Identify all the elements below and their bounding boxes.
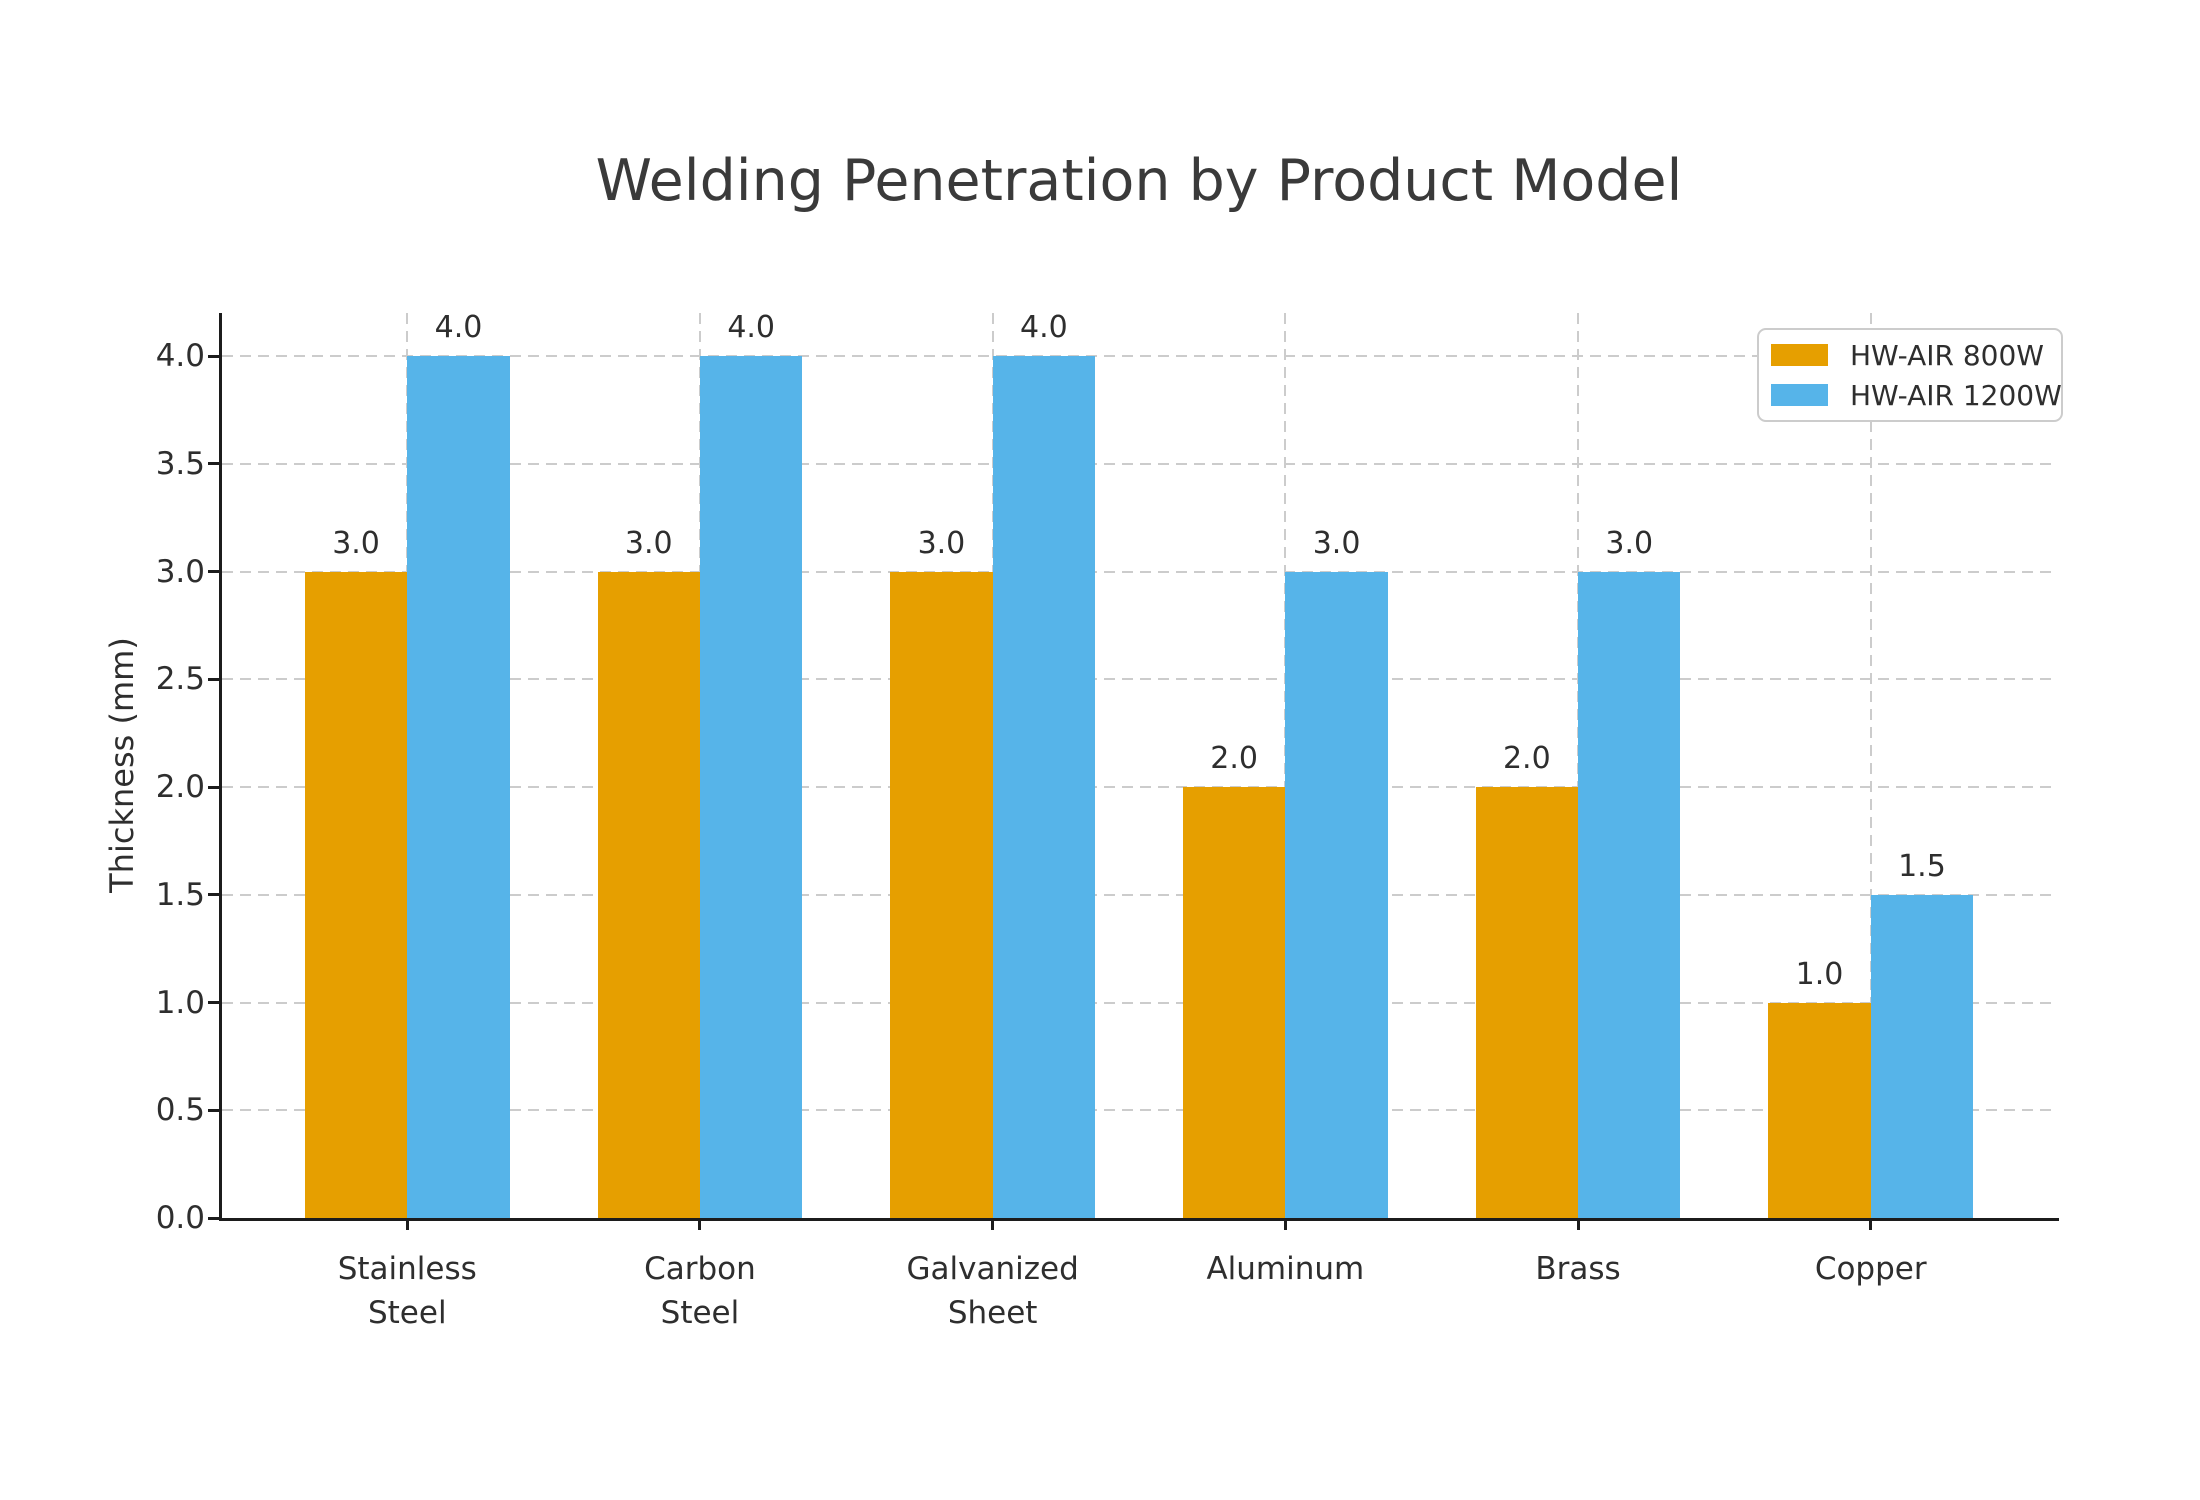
bar <box>1182 787 1286 1218</box>
x-tick-mark <box>1283 1218 1287 1230</box>
bar-value-label: 1.0 <box>1795 956 1844 992</box>
y-tick-mark <box>208 462 220 466</box>
legend-label: HW-AIR 800W <box>1850 338 2044 372</box>
y-tick-label: 3.0 <box>155 553 205 590</box>
y-tick-mark <box>208 1216 220 1220</box>
x-tick-label-line: Brass <box>1535 1251 1621 1287</box>
gridline-horizontal <box>222 570 2056 573</box>
bar <box>699 356 803 1218</box>
gridline-horizontal <box>222 1109 2056 1112</box>
y-tick-mark <box>208 1108 220 1112</box>
x-tick-label: Brass <box>1432 1247 1724 1291</box>
x-tick-label-line: Steel <box>367 1295 447 1331</box>
legend: HW-AIR 800W HW-AIR 1200W <box>1757 328 2063 422</box>
y-tick-mark <box>208 354 220 358</box>
bar-value-label: 1.5 <box>1898 848 1946 884</box>
bar <box>1870 894 1974 1218</box>
x-tick-mark <box>405 1218 409 1230</box>
y-tick-label: 0.5 <box>155 1092 205 1129</box>
x-tick-label-line: Stainless <box>337 1251 477 1287</box>
y-tick-label: 2.5 <box>155 661 205 698</box>
x-axis-spine <box>219 1218 2059 1221</box>
legend-swatch <box>1771 384 1828 406</box>
gridline-horizontal <box>222 893 2056 896</box>
y-tick-mark <box>208 570 220 574</box>
bar <box>1768 1002 1871 1218</box>
bar-value-label: 4.0 <box>434 310 483 346</box>
gridline-horizontal <box>222 355 2056 358</box>
y-axis-spine <box>219 313 222 1221</box>
chart-title: Welding Penetration by Product Model <box>595 148 1683 214</box>
legend-swatch <box>1771 344 1828 366</box>
legend-item: HW-AIR 1200W <box>1759 378 2062 412</box>
x-tick-mark <box>1576 1218 1580 1230</box>
x-tick-mark <box>991 1218 995 1230</box>
bar <box>1285 571 1388 1218</box>
bar-value-label: 2.0 <box>1210 741 1258 777</box>
bar-value-label: 3.0 <box>917 525 966 561</box>
bar <box>890 571 993 1218</box>
gridline-horizontal <box>222 786 2056 789</box>
bar <box>407 356 510 1218</box>
y-tick-label: 1.0 <box>155 984 205 1021</box>
x-tick-label: Stainless Steel <box>261 1247 553 1335</box>
bar-value-label: 3.0 <box>1605 525 1654 561</box>
bar-value-label: 3.0 <box>1312 525 1361 561</box>
x-tick-mark <box>1869 1218 1873 1230</box>
y-tick-mark <box>208 1001 220 1005</box>
gridline-horizontal <box>222 462 2056 465</box>
bar-value-label: 3.0 <box>624 525 673 561</box>
y-tick-mark <box>208 785 220 789</box>
legend-item: HW-AIR 800W <box>1759 339 2061 372</box>
bar <box>597 571 700 1218</box>
x-tick-label-line: Carbon <box>644 1251 756 1287</box>
gridline-horizontal <box>222 1001 2056 1004</box>
bar <box>304 571 408 1218</box>
x-tick-label-line: Galvanized <box>906 1251 1079 1287</box>
y-tick-label: 4.0 <box>155 338 205 375</box>
bar-value-label: 4.0 <box>727 310 776 346</box>
y-tick-mark <box>208 893 220 897</box>
bar-value-label: 2.0 <box>1502 741 1551 777</box>
gridline-vertical <box>1869 313 1872 1218</box>
bar <box>992 356 1096 1218</box>
bar <box>1475 787 1579 1218</box>
legend-label: HW-AIR 1200W <box>1850 378 2062 412</box>
bar <box>1578 571 1681 1218</box>
x-tick-label: Carbon Steel <box>554 1247 846 1335</box>
y-tick-label: 1.5 <box>155 876 205 913</box>
x-tick-label-line: Aluminum <box>1206 1251 1365 1287</box>
bar-value-label: 3.0 <box>332 525 380 561</box>
x-tick-label-line: Sheet <box>947 1295 1038 1331</box>
x-tick-label-line: Steel <box>660 1295 740 1331</box>
y-tick-label: 0.0 <box>155 1200 205 1236</box>
y-tick-mark <box>208 677 220 681</box>
bar-value-label: 4.0 <box>1020 310 1068 346</box>
x-tick-label: Copper <box>1725 1247 2017 1291</box>
x-tick-label-line: Copper <box>1814 1251 1927 1287</box>
x-tick-label: Galvanized Sheet <box>847 1247 1139 1335</box>
x-tick-label: Aluminum <box>1139 1247 1431 1291</box>
x-tick-mark <box>698 1218 702 1230</box>
y-tick-label: 3.5 <box>155 445 205 482</box>
y-tick-label: 2.0 <box>155 769 205 806</box>
gridline-horizontal <box>222 678 2056 681</box>
